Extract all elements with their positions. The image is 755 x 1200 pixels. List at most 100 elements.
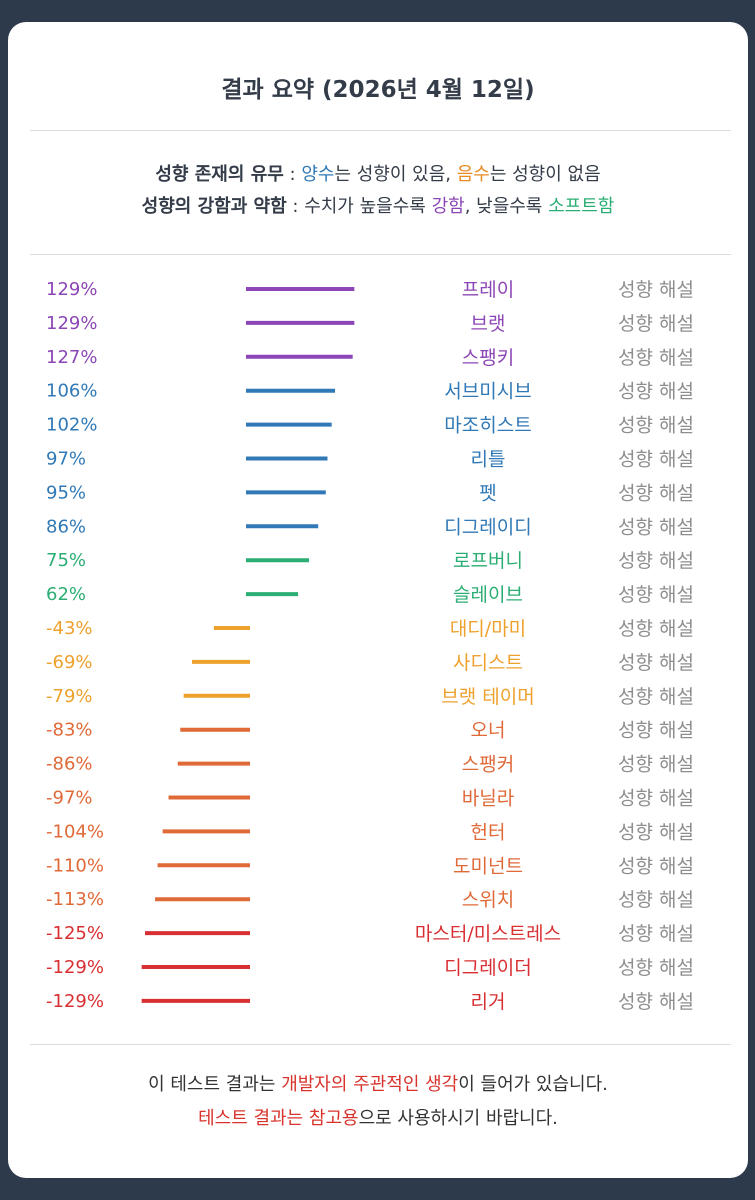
- footer-text-3: 으로 사용하시기 바랍니다.: [358, 1108, 558, 1129]
- tendency-name: 헌터: [471, 821, 506, 843]
- value-label: 102%: [46, 415, 97, 436]
- legend-soft-word: 소프트함: [548, 196, 615, 217]
- tendency-name: 펫: [479, 482, 496, 504]
- legend-negative-text: 는 성향이 없음: [489, 164, 601, 185]
- value-label: -125%: [46, 923, 104, 944]
- footer-highlight-2: 테스트 결과는 참고용: [198, 1108, 359, 1129]
- chart-row: -129% 리거 성향 해설: [46, 991, 694, 1013]
- legend-line-1: 성향 존재의 유무 : 양수는 성향이 있음, 음수는 성향이 없음: [8, 160, 748, 190]
- result-card: 결과 요약 (2026년 4월 12일) 성향 존재의 유무 : 양수는 성향이…: [8, 22, 748, 1178]
- value-label: 129%: [46, 279, 97, 300]
- value-label: 62%: [46, 584, 86, 605]
- value-label: -110%: [46, 855, 104, 876]
- tendency-explanation-link[interactable]: 성향 해설: [618, 821, 694, 843]
- divider-top: [30, 130, 731, 131]
- chart-row: -129% 디그레이더 성향 해설: [46, 957, 694, 979]
- tendency-explanation-link[interactable]: 성향 해설: [618, 381, 694, 403]
- tendency-name: 스위치: [462, 889, 514, 911]
- tendency-name: 마조히스트: [444, 415, 531, 437]
- tendency-name: 리거: [471, 991, 506, 1013]
- value-label: 106%: [46, 381, 97, 402]
- chart-row: -69% 사디스트 성향 해설: [46, 652, 694, 674]
- value-label: 97%: [46, 449, 86, 470]
- value-label: 127%: [46, 347, 97, 368]
- value-label: -97%: [46, 788, 93, 809]
- legend-separator: :: [286, 196, 305, 217]
- divider-bottom: [30, 1044, 731, 1045]
- value-label: -83%: [46, 720, 93, 741]
- legend-label-strength: 성향의 강함과 약함: [141, 196, 287, 217]
- tendency-explanation-link[interactable]: 성향 해설: [618, 550, 694, 572]
- tendency-explanation-link[interactable]: 성향 해설: [618, 516, 694, 538]
- footer-text-1: 이 테스트 결과는: [148, 1074, 282, 1095]
- tendency-explanation-link[interactable]: 성향 해설: [618, 855, 694, 877]
- chart-row: -83% 오너 성향 해설: [46, 720, 694, 742]
- tendency-explanation-link[interactable]: 성향 해설: [618, 482, 694, 504]
- chart-row: -43% 대디/마미 성향 해설: [46, 618, 694, 640]
- tendency-explanation-link[interactable]: 성향 해설: [618, 754, 694, 776]
- tendency-name: 프레이: [462, 279, 514, 301]
- tendency-explanation-link[interactable]: 성향 해설: [618, 279, 694, 301]
- divider-middle: [30, 254, 731, 255]
- legend-negative-word: 음수: [456, 164, 490, 185]
- value-label: 75%: [46, 550, 86, 571]
- value-label: -79%: [46, 686, 93, 707]
- tendency-name: 오너: [471, 720, 506, 742]
- chart-row: 62% 슬레이브 성향 해설: [46, 584, 694, 606]
- tendency-explanation-link[interactable]: 성향 해설: [618, 347, 694, 369]
- tendency-name: 스팽커: [462, 754, 514, 776]
- value-label: -104%: [46, 821, 104, 842]
- chart-row: 106% 서브미시브 성향 해설: [46, 381, 694, 403]
- tendency-name: 디그레이더: [444, 957, 531, 979]
- tendency-explanation-link[interactable]: 성향 해설: [618, 957, 694, 979]
- tendency-name: 바닐라: [462, 788, 514, 810]
- chart-row: 127% 스팽키 성향 해설: [46, 347, 694, 369]
- legend-label-existence: 성향 존재의 유무: [155, 164, 284, 185]
- tendency-explanation-link[interactable]: 성향 해설: [618, 720, 694, 742]
- tendency-name: 브랫: [471, 313, 506, 335]
- chart-row: 129% 브랫 성향 해설: [46, 313, 694, 335]
- tendency-explanation-link[interactable]: 성향 해설: [618, 618, 694, 640]
- footer-highlight-1: 개발자의 주관적인 생각: [281, 1074, 459, 1095]
- legend-line-2: 성향의 강함과 약함 : 수치가 높을수록 강함, 낮을수록 소프트함: [8, 192, 748, 222]
- chart-row: -97% 바닐라 성향 해설: [46, 788, 694, 810]
- chart-row: 97% 리틀 성향 해설: [46, 449, 694, 471]
- value-label: -69%: [46, 652, 93, 673]
- chart-row: 86% 디그레이디 성향 해설: [46, 516, 694, 538]
- value-label: 129%: [46, 313, 97, 334]
- page-title: 결과 요약 (2026년 4월 12일): [221, 77, 535, 103]
- value-label: -129%: [46, 957, 104, 978]
- legend-positive-word: 양수: [301, 164, 335, 185]
- footer-line-1: 이 테스트 결과는 개발자의 주관적인 생각이 들어가 있습니다.: [8, 1068, 748, 1102]
- chart-row: -113% 스위치 성향 해설: [46, 889, 694, 911]
- legend-strong-word: 강함: [431, 196, 465, 217]
- tendency-name: 사디스트: [453, 652, 523, 674]
- tendency-explanation-link[interactable]: 성향 해설: [618, 584, 694, 606]
- tendency-explanation-link[interactable]: 성향 해설: [618, 415, 694, 437]
- value-label: -43%: [46, 618, 93, 639]
- tendency-name: 대디/마미: [450, 618, 526, 640]
- chart-row: 75% 로프버니 성향 해설: [46, 550, 694, 572]
- footer-line-2: 테스트 결과는 참고용으로 사용하시기 바랍니다.: [8, 1102, 748, 1136]
- tendency-explanation-link[interactable]: 성향 해설: [618, 652, 694, 674]
- chart-row: -104% 헌터 성향 해설: [46, 821, 694, 843]
- tendency-explanation-link[interactable]: 성향 해설: [618, 991, 694, 1013]
- tendency-explanation-link[interactable]: 성향 해설: [618, 313, 694, 335]
- tendency-explanation-link[interactable]: 성향 해설: [618, 923, 694, 945]
- tendency-explanation-link[interactable]: 성향 해설: [618, 788, 694, 810]
- legend-positive-text: 는 성향이 있음,: [334, 164, 457, 185]
- tendency-name: 리틀: [471, 449, 506, 471]
- tendency-explanation-link[interactable]: 성향 해설: [618, 449, 694, 471]
- value-label: -129%: [46, 991, 104, 1012]
- legend-text-2: , 낮을수록: [464, 196, 549, 217]
- chart-row: 129% 프레이 성향 해설: [46, 279, 694, 301]
- tendency-explanation-link[interactable]: 성향 해설: [618, 889, 694, 911]
- chart-row: -86% 스팽커 성향 해설: [46, 754, 694, 776]
- tendency-explanation-link[interactable]: 성향 해설: [618, 686, 694, 708]
- value-label: -86%: [46, 754, 93, 775]
- legend-separator: :: [283, 164, 302, 185]
- tendency-name: 마스터/미스트레스: [415, 923, 561, 945]
- tendency-name: 슬레이브: [453, 584, 523, 606]
- legend-text-1: 수치가 높을수록: [304, 196, 432, 217]
